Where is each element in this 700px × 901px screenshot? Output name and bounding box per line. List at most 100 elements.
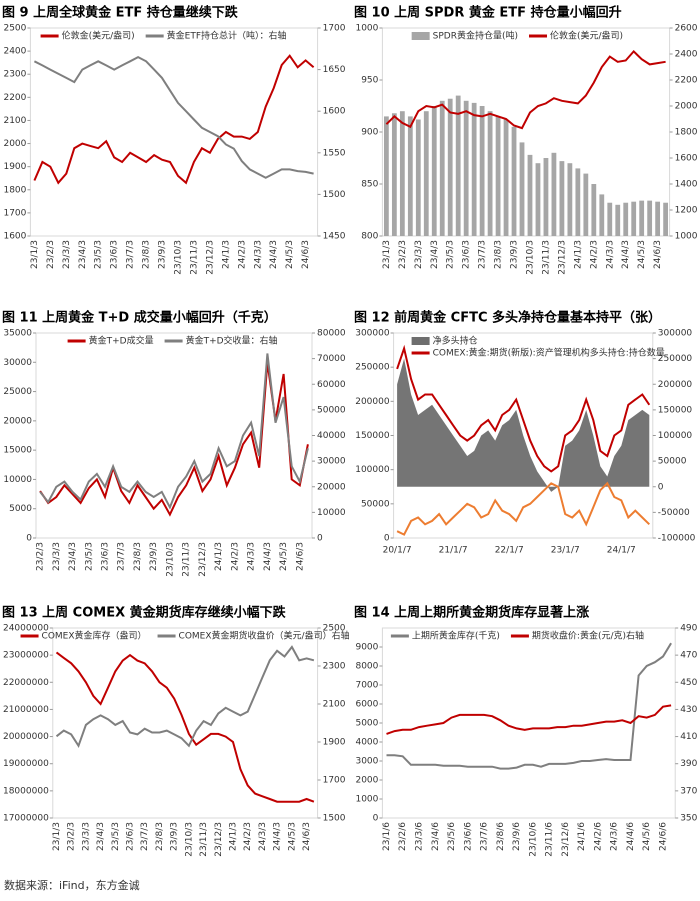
x-tick-label: 23/5/6 bbox=[447, 822, 457, 851]
y-tick-label: 300000 bbox=[355, 329, 390, 339]
x-tick-label: 23/8/3 bbox=[494, 240, 504, 269]
y2-tick-label: 430 bbox=[680, 705, 697, 715]
y-tick-label: 17000000 bbox=[3, 814, 49, 824]
y2-tick-label: 2200 bbox=[675, 76, 698, 86]
y-tick-label: 2000 bbox=[3, 139, 26, 149]
x-tick-label: 23/12/3 bbox=[557, 240, 567, 275]
bar bbox=[623, 202, 629, 236]
legend-swatch bbox=[411, 32, 430, 40]
x-tick-label: 23/6/3 bbox=[110, 240, 120, 269]
line bbox=[55, 645, 315, 749]
x-tick-label: 24/5/6 bbox=[642, 822, 652, 851]
y-tick-label: 1900 bbox=[3, 162, 26, 172]
plot-frame bbox=[29, 27, 319, 237]
y-tick-label: 10000 bbox=[3, 475, 32, 485]
bar bbox=[439, 100, 445, 236]
x-tick-label: 23/8/3 bbox=[142, 240, 152, 269]
y2-tick-label: 2000 bbox=[675, 102, 698, 112]
y-tick-label: 9000 bbox=[355, 643, 378, 653]
y2-tick-label: 350 bbox=[680, 814, 697, 824]
y-tick-label: 1700 bbox=[3, 208, 26, 218]
y2-tick-label: 1500 bbox=[323, 190, 346, 200]
y-tick-label: 25000 bbox=[3, 387, 32, 397]
x-tick-label: 24/3/3 bbox=[605, 240, 615, 269]
chart-title: 图 10 上周 SPDR 黄金 ETF 持仓量小幅回升 bbox=[354, 5, 622, 21]
x-tick-label: 24/1/7 bbox=[607, 546, 636, 556]
y-tick-label: 20000000 bbox=[3, 732, 49, 742]
bar bbox=[383, 116, 389, 236]
x-tick-label: 23/4/3 bbox=[96, 822, 106, 851]
x-tick-label: 23/9/3 bbox=[510, 240, 520, 269]
x-tick-label: 23/11/6 bbox=[545, 822, 555, 857]
y-tick-label: 1000 bbox=[355, 24, 378, 34]
y2-tick-label: 1800 bbox=[675, 128, 698, 138]
y2-tick-label: 1000 bbox=[675, 232, 698, 242]
bar bbox=[655, 201, 661, 236]
x-tick-label: 24/6/3 bbox=[301, 240, 311, 269]
legend-swatch bbox=[411, 337, 430, 345]
bar bbox=[551, 152, 557, 236]
source-note: 数据来源：iFind，东方金诚 bbox=[4, 878, 140, 892]
x-tick-label: 23/7/3 bbox=[117, 542, 127, 571]
x-tick-label: 23/9/3 bbox=[158, 240, 168, 269]
x-tick-label: 24/6/3 bbox=[295, 542, 305, 571]
x-tick-label: 23/1/3 bbox=[30, 240, 40, 269]
x-tick-label: 20/1/7 bbox=[383, 546, 412, 556]
y2-tick-label: 1600 bbox=[323, 107, 346, 117]
y2-tick-label: 30000 bbox=[317, 457, 346, 467]
line bbox=[396, 481, 650, 536]
x-tick-label: 24/6/6 bbox=[659, 822, 669, 851]
y-tick-label: 2400 bbox=[3, 47, 26, 57]
y2-tick-label: 10000 bbox=[317, 508, 346, 518]
bar bbox=[647, 200, 653, 236]
bar bbox=[527, 154, 533, 236]
x-tick-label: 23/3/3 bbox=[52, 542, 62, 571]
y2-tick-label: 1550 bbox=[323, 148, 346, 158]
x-tick-label: 23/2/3 bbox=[46, 240, 56, 269]
y2-tick-label: 1700 bbox=[323, 24, 346, 34]
x-tick-label: 23/5/3 bbox=[84, 542, 94, 571]
y2-tick-label: 1200 bbox=[675, 206, 698, 216]
x-tick-label: 24/2/3 bbox=[589, 240, 599, 269]
line bbox=[386, 642, 672, 770]
y-tick-label: 19000000 bbox=[3, 759, 49, 769]
bar bbox=[487, 111, 493, 236]
x-tick-label: 23/10/3 bbox=[184, 822, 194, 857]
y-tick-label: 2100 bbox=[3, 116, 26, 126]
y-tick-label: 1800 bbox=[3, 185, 26, 195]
y-tick-label: 35000 bbox=[3, 329, 32, 339]
bar bbox=[663, 202, 669, 236]
bar bbox=[543, 158, 549, 236]
x-tick-label: 23/8/3 bbox=[155, 822, 165, 851]
y2-tick-label: 490 bbox=[680, 624, 697, 634]
x-tick-label: 23/10/3 bbox=[165, 542, 175, 577]
legend-label: 黄金T+D交收量：右轴 bbox=[186, 335, 278, 347]
bar bbox=[503, 119, 509, 236]
bar bbox=[399, 111, 405, 236]
y-tick-label: 22000000 bbox=[3, 678, 49, 688]
y2-tick-label: 100000 bbox=[658, 431, 693, 441]
legend-label: 黄金ETF持仓总计（吨）：右轴 bbox=[167, 30, 287, 42]
legend-label: COMEX黄金期货收盘价（美元/盎司）右轴 bbox=[179, 630, 350, 642]
chart-title: 图 12 前周黄金 CFTC 多头净持仓量基本持平（张） bbox=[354, 310, 661, 326]
x-tick-label: 23/6/6 bbox=[463, 822, 473, 851]
x-tick-label: 23/9/6 bbox=[512, 822, 522, 851]
x-tick-label: 23/6/3 bbox=[101, 542, 111, 571]
x-tick-label: 23/12/3 bbox=[214, 822, 224, 857]
x-tick-label: 24/4/3 bbox=[263, 542, 273, 571]
x-tick-label: 23/7/6 bbox=[480, 822, 490, 851]
x-tick-label: 24/4/6 bbox=[626, 822, 636, 851]
x-tick-label: 23/4/3 bbox=[78, 240, 88, 269]
y-tick-label: 0 bbox=[26, 534, 32, 544]
x-tick-label: 24/4/3 bbox=[273, 822, 283, 851]
x-tick-label: 23/3/3 bbox=[62, 240, 72, 269]
x-tick-label: 24/1/3 bbox=[573, 240, 583, 269]
bar bbox=[447, 98, 453, 236]
y-tick-label: 100000 bbox=[355, 465, 390, 475]
bar bbox=[631, 201, 637, 236]
x-tick-label: 23/12/6 bbox=[561, 822, 571, 857]
y2-tick-label: 1600 bbox=[675, 154, 698, 164]
x-tick-label: 23/3/3 bbox=[414, 240, 424, 269]
x-tick-label: 24/2/3 bbox=[237, 240, 247, 269]
x-tick-label: 23/7/3 bbox=[478, 240, 488, 269]
